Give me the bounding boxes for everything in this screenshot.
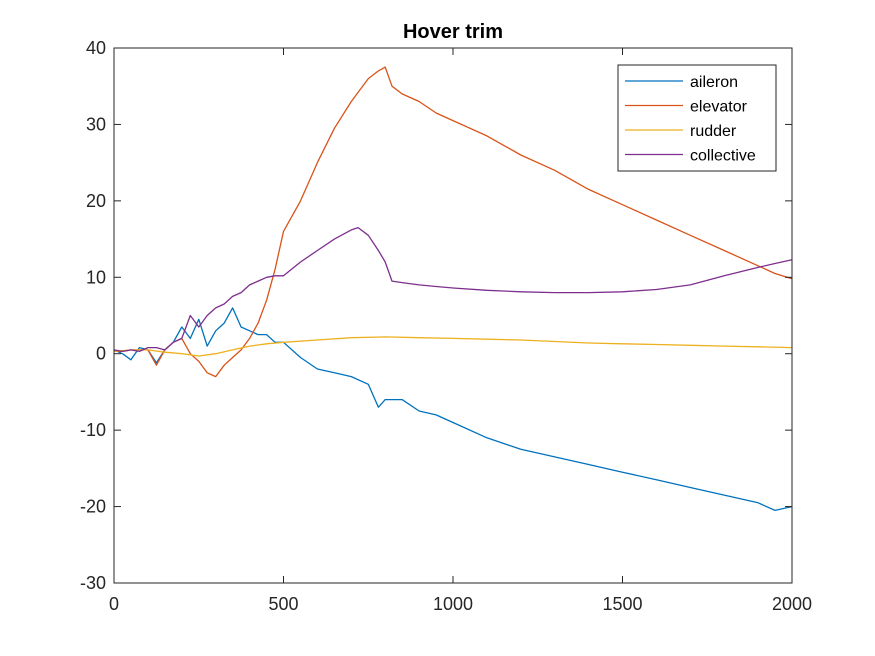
x-tick-label: 1500 [602, 594, 642, 614]
x-tick-label: 2000 [772, 594, 812, 614]
y-tick-label: -30 [80, 573, 106, 593]
x-tick-label: 1000 [433, 594, 473, 614]
series-line-collective [113, 226, 793, 353]
series-line-aileron [113, 307, 793, 512]
chart-title: Hover trim [403, 21, 503, 43]
legend-label-rudder: rudder [690, 123, 737, 140]
x-tick-label: 500 [268, 594, 298, 614]
x-tick-label: 0 [109, 594, 119, 614]
series-layer [113, 66, 793, 512]
y-tick-label: -10 [80, 420, 106, 440]
y-tick-label: 30 [86, 114, 106, 134]
y-tick-label: -20 [80, 497, 106, 517]
ticks-layer: 0 500 1000 1500 2000 -30 -20 -10 0 10 20 30 40 [80, 38, 812, 614]
legend-label-aileron: aileron [690, 74, 738, 91]
y-tick-label: 10 [86, 267, 106, 287]
legend: aileron elevator rudder collective [617, 64, 777, 172]
y-tick-label: 20 [86, 191, 106, 211]
legend-label-elevator: elevator [690, 99, 748, 116]
y-tick-label: 0 [96, 344, 106, 364]
series-line-rudder [113, 336, 793, 357]
legend-box [617, 64, 777, 172]
legend-label-collective: collective [690, 148, 756, 165]
y-tick-label: 40 [86, 38, 106, 58]
